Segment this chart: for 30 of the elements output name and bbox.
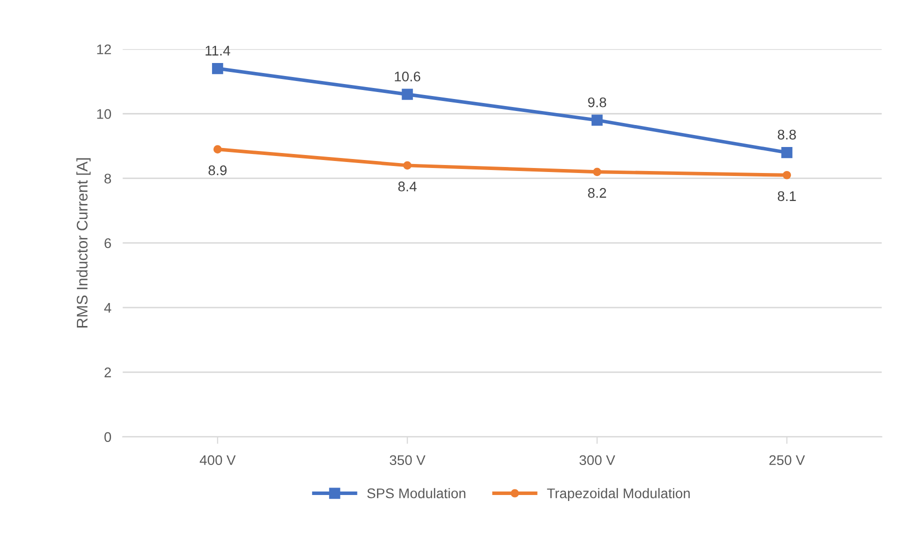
data-label: 11.4 [206, 46, 230, 56]
point [213, 145, 222, 154]
point [403, 161, 412, 170]
point [781, 146, 792, 158]
y-axis-title: RMS Inductor Current [A] [76, 158, 91, 328]
y-tick-label: 8 [104, 174, 111, 184]
data-label: 10.6 [394, 72, 420, 82]
y-tick-label: 6 [104, 238, 111, 248]
data-label: 8.9 [208, 165, 227, 176]
data-label: 8.4 [398, 182, 417, 192]
x-tick-label: 300 V [579, 455, 616, 466]
point [592, 168, 602, 176]
x-tick-label: 350 V [390, 455, 426, 466]
point [592, 114, 603, 126]
data-label: 9.8 [588, 97, 606, 108]
legend-label: SPS Modulation [367, 488, 466, 498]
y-tick-label: 4 [104, 303, 112, 313]
legend-label: Trapezoidal Modulation [547, 488, 690, 502]
x-tick-label: 250 V [769, 455, 805, 466]
y-tick-label: 2 [104, 368, 111, 378]
data-label: 8.1 [778, 191, 796, 202]
point [782, 170, 792, 180]
data-label: 8.8 [778, 130, 796, 140]
point [402, 88, 413, 100]
data-label: 8.2 [588, 188, 606, 198]
y-tick-label: 10 [97, 109, 112, 119]
point [212, 62, 224, 74]
y-tick-label: 12 [97, 44, 111, 54]
x-tick-label: 400 V [200, 455, 236, 466]
y-tick-label: 0 [104, 432, 112, 442]
